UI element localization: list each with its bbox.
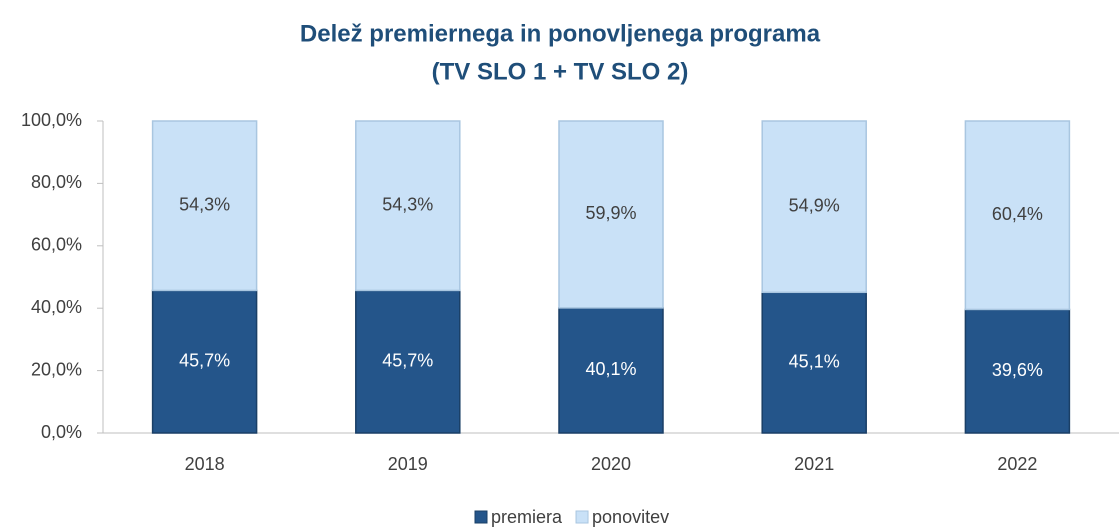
x-tick-label: 2019 xyxy=(388,454,428,474)
bar-segment xyxy=(355,120,461,292)
data-label: 60,4% xyxy=(992,204,1043,224)
legend-swatch xyxy=(474,510,488,524)
data-label: 45,1% xyxy=(789,351,840,371)
y-tick-label: 0,0% xyxy=(41,422,82,442)
bar-segment xyxy=(558,307,664,434)
data-label: 59,9% xyxy=(585,203,636,223)
y-tick-label: 40,0% xyxy=(31,297,82,317)
data-label: 54,9% xyxy=(789,195,840,215)
bar-segment xyxy=(151,120,258,292)
data-label: 54,3% xyxy=(179,194,230,214)
x-tick-label: 2018 xyxy=(185,454,225,474)
bar-segment xyxy=(355,289,461,434)
bar-segment xyxy=(558,120,664,309)
chart-subtitle: (TV SLO 1 + TV SLO 2) xyxy=(432,58,689,85)
data-label: 39,6% xyxy=(992,360,1043,380)
bar-segment xyxy=(964,120,1071,311)
legend-label: ponovitev xyxy=(592,507,669,527)
x-tick-label: 2020 xyxy=(591,454,631,474)
data-label: 40,1% xyxy=(585,359,636,379)
legend-swatch xyxy=(575,510,589,524)
bar-segment xyxy=(964,308,1071,434)
y-tick-label: 60,0% xyxy=(31,235,82,255)
data-label: 54,3% xyxy=(382,194,433,214)
x-tick-label: 2022 xyxy=(997,454,1037,474)
y-tick-label: 20,0% xyxy=(31,359,82,379)
y-tick-label: 80,0% xyxy=(31,172,82,192)
legend-label: premiera xyxy=(491,507,563,527)
bar-segment xyxy=(761,120,867,294)
y-tick-label: 100,0% xyxy=(21,110,82,130)
data-label: 45,7% xyxy=(382,350,433,370)
chart-title: Delež premiernega in ponovljenega progra… xyxy=(300,20,821,47)
data-label: 45,7% xyxy=(179,350,230,370)
bar-segment xyxy=(151,289,258,434)
x-tick-label: 2021 xyxy=(794,454,834,474)
